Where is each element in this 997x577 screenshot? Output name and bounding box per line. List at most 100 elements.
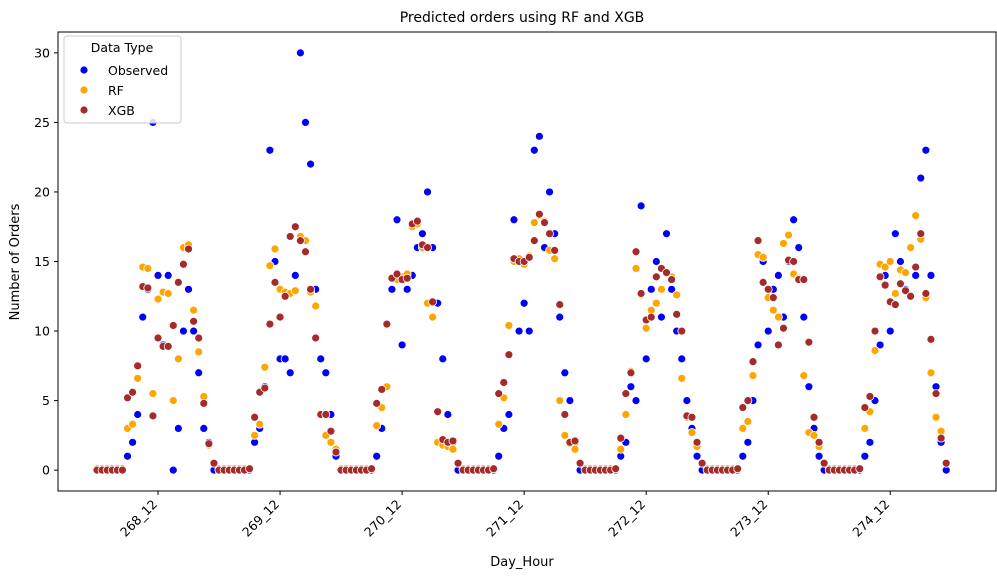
point-xgb (636, 289, 646, 298)
legend-label-observed: Observed (108, 63, 168, 78)
point-xgb (245, 464, 254, 474)
point-observed (295, 48, 305, 58)
point-xgb (768, 293, 778, 303)
point-rf (260, 362, 270, 372)
point-rf (560, 430, 570, 440)
point-xgb (301, 247, 310, 257)
point-observed (641, 354, 651, 364)
point-xgb (855, 464, 865, 474)
point-observed (646, 284, 656, 294)
point-observed (677, 354, 687, 364)
x-tick-label: 272_12 (605, 497, 648, 540)
point-xgb (179, 259, 188, 269)
point-rf (265, 261, 275, 271)
point-observed (509, 215, 519, 225)
chart-title: Predicted orders using RF and XGB (400, 10, 645, 26)
point-rf (128, 419, 137, 429)
point-rf (250, 430, 260, 440)
point-xgb (545, 229, 554, 239)
point-observed (189, 326, 199, 336)
point-observed (529, 145, 539, 155)
point-xgb (570, 436, 580, 446)
point-observed (773, 271, 783, 280)
point-rf (743, 417, 753, 426)
point-xgb (809, 412, 819, 422)
point-xgb (941, 458, 951, 468)
point-xgb (280, 291, 290, 301)
point-observed (890, 229, 900, 239)
point-rf (311, 301, 321, 311)
point-rf (173, 354, 183, 364)
point-rf (931, 412, 941, 422)
x-tick-label: 274_12 (849, 497, 892, 540)
point-rf (784, 230, 793, 240)
point-observed (423, 187, 432, 197)
point-rf (163, 289, 173, 298)
point-observed (651, 257, 661, 266)
point-observed (153, 271, 163, 280)
point-xgb (687, 412, 697, 422)
point-xgb (306, 284, 315, 294)
point-xgb (936, 433, 946, 443)
y-tick-label: 5 (42, 393, 50, 408)
point-xgb (367, 464, 376, 474)
point-xgb (250, 412, 260, 422)
point-observed (626, 382, 636, 392)
point-xgb (331, 447, 341, 457)
point-rf (194, 347, 204, 357)
legend-marker-rf (79, 85, 89, 95)
point-xgb (799, 275, 809, 284)
point-observed (555, 312, 565, 322)
x-tick-label: 271_12 (483, 497, 526, 540)
point-xgb (209, 458, 219, 468)
point-xgb (290, 222, 300, 232)
point-rf (768, 305, 778, 315)
point-xgb (489, 464, 499, 474)
x-tick-label: 273_12 (727, 497, 770, 540)
point-xgb (153, 333, 163, 343)
point-xgb (163, 341, 173, 351)
y-tick-label: 15 (34, 254, 50, 269)
y-tick-label: 25 (34, 115, 50, 130)
point-rf (870, 346, 880, 355)
legend-label-xgb: XGB (108, 103, 135, 118)
point-observed (494, 451, 504, 461)
point-observed (316, 354, 326, 364)
x-axis-label: Day_Hour (490, 555, 554, 570)
point-rf (428, 312, 438, 322)
point-xgb (626, 368, 636, 378)
point-rf (677, 373, 687, 383)
point-xgb (275, 312, 285, 322)
point-xgb (865, 392, 875, 401)
x-tick-label: 268_12 (117, 497, 160, 540)
point-xgb (529, 236, 539, 246)
legend-frame (63, 35, 182, 124)
point-xgb (901, 286, 910, 296)
point-observed (372, 451, 382, 461)
point-xgb (148, 411, 158, 421)
point-rf (758, 252, 768, 262)
point-xgb (926, 334, 936, 344)
point-observed (926, 271, 936, 280)
point-xgb (560, 410, 570, 419)
point-observed (524, 326, 534, 336)
point-xgb (412, 216, 422, 226)
point-xgb (499, 378, 509, 387)
point-xgb (692, 437, 702, 447)
point-observed (662, 229, 671, 239)
point-xgb (890, 300, 900, 310)
point-observed (743, 437, 753, 447)
point-observed (265, 145, 275, 155)
point-observed (402, 284, 412, 294)
point-xgb (311, 333, 321, 343)
point-rf (326, 437, 336, 447)
point-xgb (748, 357, 758, 367)
point-rf (799, 371, 809, 380)
point-observed (799, 312, 809, 322)
point-observed (692, 451, 702, 461)
point-xgb (118, 465, 127, 475)
point-xgb (204, 439, 214, 449)
point-rf (651, 298, 661, 308)
point-observed (865, 437, 875, 447)
point-observed (173, 424, 183, 433)
